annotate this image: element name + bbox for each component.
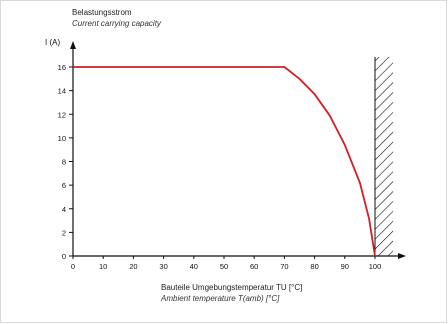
- y-tick-label-16: 16: [58, 63, 66, 72]
- y-axis-arrow: [70, 41, 76, 49]
- x-axis-title: Bauteile Umgebungstemperatur TU [°C] Amb…: [161, 282, 302, 304]
- hatched-region: [375, 57, 394, 256]
- x-tick-label-70: 70: [280, 262, 288, 271]
- x-tick-label-100: 100: [369, 262, 382, 271]
- y-tick-label-12: 12: [58, 110, 66, 119]
- x-axis-title-de: Bauteile Umgebungstemperatur TU [°C]: [161, 283, 303, 292]
- x-tick-label-50: 50: [220, 262, 228, 271]
- x-axis-arrow: [398, 253, 406, 259]
- y-axis-title: Belastungsstrom Current carrying capacit…: [72, 7, 161, 29]
- y-axis-unit: I (A): [45, 38, 61, 47]
- x-tick-label-60: 60: [250, 262, 258, 271]
- y-axis-title-en: Current carrying capacity: [72, 19, 161, 28]
- y-tick-label-0: 0: [62, 252, 66, 261]
- x-tick-label-0: 0: [71, 262, 75, 271]
- series-0-line: [73, 66, 376, 257]
- x-tick-label-20: 20: [129, 262, 137, 271]
- y-axis-title-de: Belastungsstrom: [72, 8, 132, 17]
- x-axis-title-en: Ambient temperature T(amb) [°C]: [161, 294, 280, 303]
- y-tick-label-8: 8: [62, 158, 66, 167]
- y-tick-label-10: 10: [58, 134, 66, 143]
- x-tick-label-40: 40: [190, 262, 198, 271]
- x-tick-label-30: 30: [159, 262, 167, 271]
- x-tick-label-80: 80: [310, 262, 318, 271]
- x-tick-label-90: 90: [341, 262, 349, 271]
- y-tick-label-6: 6: [62, 181, 66, 190]
- y-tick-label-14: 14: [58, 87, 66, 96]
- x-tick-label-10: 10: [99, 262, 107, 271]
- y-tick-label-2: 2: [62, 228, 66, 237]
- y-tick-label-4: 4: [62, 205, 66, 214]
